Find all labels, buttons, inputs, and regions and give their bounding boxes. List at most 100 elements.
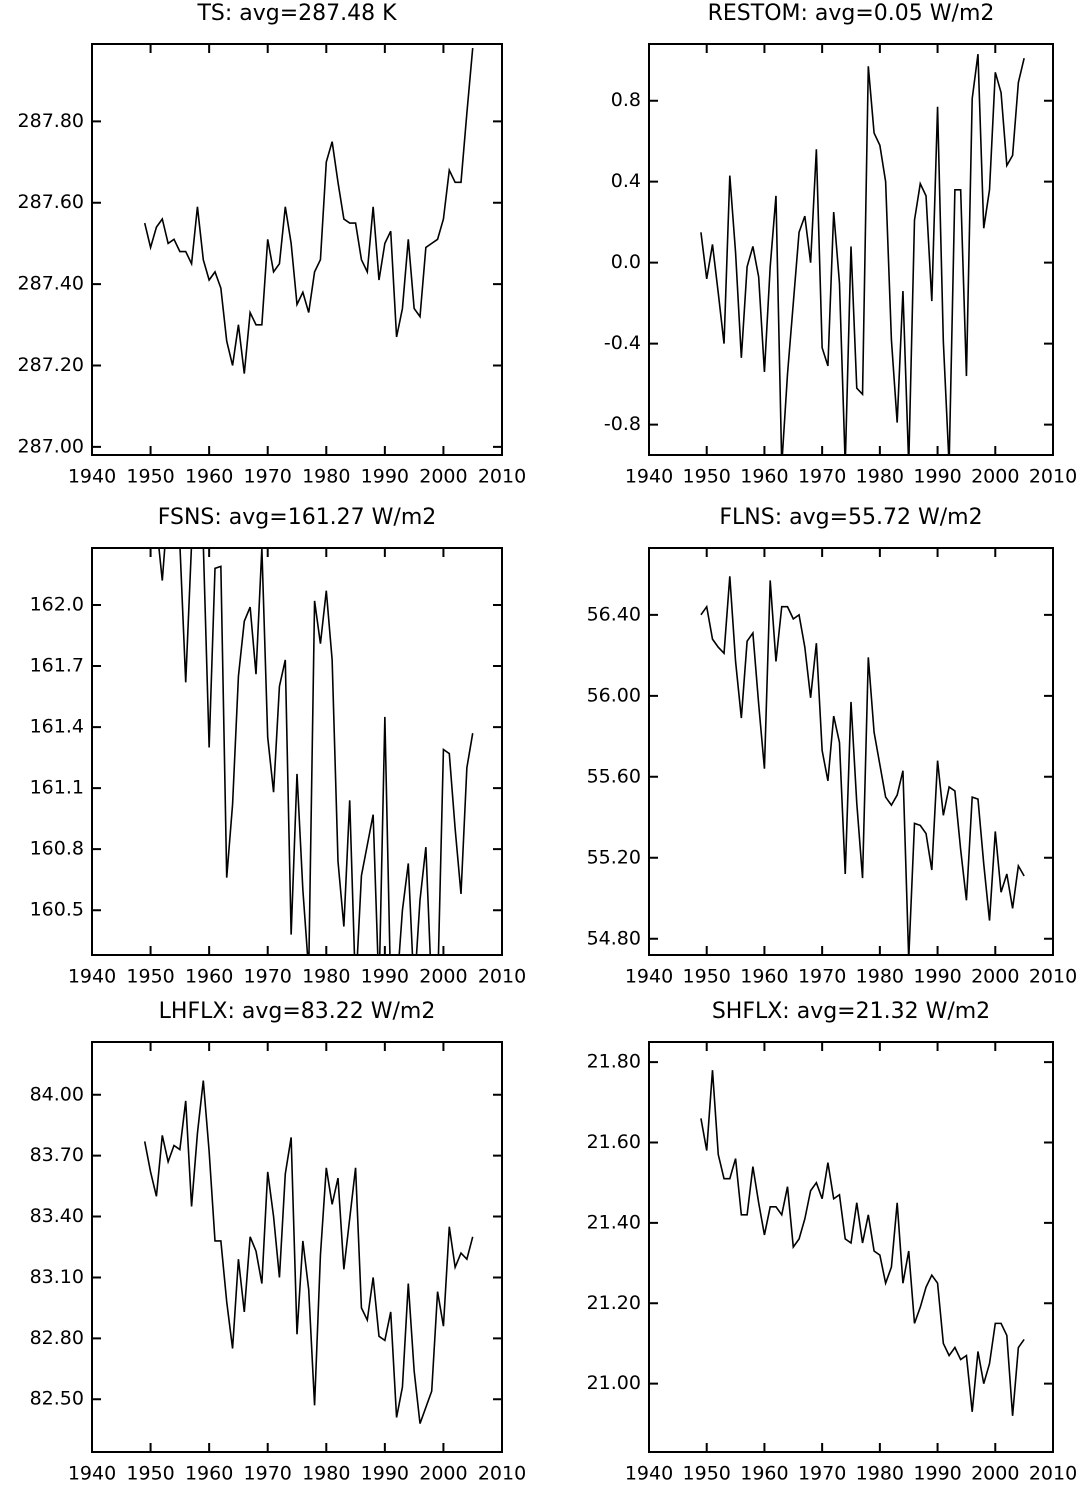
y-tick-label: 287.20: [18, 354, 84, 376]
panel: SHFLX: avg=21.32 W/m2 1940 1950 1960 1970 198…: [587, 999, 1078, 1485]
panel: TS: avg=287.48 K 1940 1950 1960 1970 1980 1990…: [18, 1, 527, 488]
y-tick-label: 21.80: [587, 1051, 641, 1073]
x-tick-label: 2000: [971, 966, 1019, 988]
x-tick-label: 2000: [419, 966, 467, 988]
y-tick-label: 21.20: [587, 1292, 641, 1314]
x-tick-label: 2010: [1029, 466, 1077, 488]
x-tick-label: 1940: [68, 966, 116, 988]
y-tick-label: 161.1: [30, 777, 84, 799]
y-tick-label: 83.70: [30, 1144, 84, 1166]
x-tick-label: 1980: [856, 466, 904, 488]
y-tick-label: 162.0: [30, 593, 84, 615]
y-tick-label: 84.00: [30, 1083, 84, 1105]
panel-title: TS: avg=287.48 K: [196, 1, 397, 26]
x-tick-label: 1970: [798, 466, 846, 488]
x-tick-label: 1980: [302, 466, 350, 488]
x-tick-label: 1950: [126, 466, 174, 488]
y-tick-label: 21.40: [587, 1211, 641, 1233]
x-tick-label: 1940: [625, 466, 673, 488]
panel: FLNS: avg=55.72 W/m2 1940 1950 1960 1970 1980…: [587, 505, 1078, 988]
y-tick-label: 83.10: [30, 1266, 84, 1288]
x-tick-label: 1990: [361, 466, 409, 488]
y-tick-label: 161.4: [30, 716, 84, 738]
y-tick-label: 0.8: [611, 89, 641, 111]
y-tick-label: 56.40: [587, 603, 641, 625]
y-tick-label: 287.00: [18, 435, 84, 457]
y-tick-label: 56.00: [587, 684, 641, 706]
data-line: [700, 1070, 1025, 1416]
x-tick-label: 1980: [302, 1463, 350, 1485]
y-tick-label: 55.20: [587, 846, 641, 868]
x-tick-label: 2010: [478, 466, 526, 488]
panel: LHFLX: avg=83.22 W/m2 1940 1950 1960 1970 198…: [30, 999, 527, 1485]
panel-title: FLNS: avg=55.72 W/m2: [719, 505, 982, 530]
plot-frame: [91, 43, 503, 456]
panel: FSNS: avg=161.27 W/m2 1940 1950 1960 1970 198…: [30, 505, 527, 988]
y-tick-label: 21.60: [587, 1131, 641, 1153]
y-tick-label: 83.40: [30, 1205, 84, 1227]
x-tick-label: 2010: [478, 1463, 526, 1485]
x-tick-label: 1970: [244, 966, 292, 988]
x-tick-label: 1940: [625, 1463, 673, 1485]
plot-frame: [91, 547, 503, 956]
x-tick-label: 1950: [683, 1463, 731, 1485]
y-tick-label: 82.50: [30, 1388, 84, 1410]
data-line: [158, 548, 474, 955]
y-tick-label: 287.40: [18, 273, 84, 295]
panel: RESTOM: avg=0.05 W/m2 1940 1950 1960 1970 198…: [604, 1, 1077, 488]
x-tick-label: 1950: [126, 1463, 174, 1485]
x-tick-label: 1940: [68, 466, 116, 488]
y-tick-label: 161.7: [30, 655, 84, 677]
x-tick-label: 1960: [185, 966, 233, 988]
x-tick-label: 1940: [68, 1463, 116, 1485]
plot-frame: [648, 1041, 1054, 1453]
x-tick-label: 1950: [126, 966, 174, 988]
data-line: [143, 47, 474, 374]
y-tick-label: 21.00: [587, 1372, 641, 1394]
y-tick-label: -0.8: [604, 413, 641, 435]
data-line: [700, 54, 1025, 455]
y-tick-label: -0.4: [604, 332, 641, 354]
y-tick-label: 160.8: [30, 838, 84, 860]
y-tick-label: 82.80: [30, 1327, 84, 1349]
x-tick-label: 2000: [419, 1463, 467, 1485]
x-tick-label: 1950: [683, 466, 731, 488]
x-tick-label: 2010: [1029, 1463, 1077, 1485]
y-tick-label: 287.60: [18, 191, 84, 213]
panel-title: FSNS: avg=161.27 W/m2: [158, 505, 437, 530]
x-tick-label: 1990: [361, 966, 409, 988]
x-tick-label: 1950: [683, 966, 731, 988]
x-tick-label: 1960: [185, 1463, 233, 1485]
x-tick-label: 1980: [302, 966, 350, 988]
x-tick-label: 1960: [185, 466, 233, 488]
x-tick-label: 1980: [856, 966, 904, 988]
x-tick-label: 1970: [244, 1463, 292, 1485]
x-tick-label: 2010: [1029, 966, 1077, 988]
plot-frame: [648, 547, 1054, 956]
x-tick-label: 2000: [971, 1463, 1019, 1485]
panel-title: SHFLX: avg=21.32 W/m2: [712, 999, 990, 1024]
y-tick-label: 0.0: [611, 251, 641, 273]
x-tick-label: 1990: [913, 1463, 961, 1485]
x-tick-label: 1940: [625, 966, 673, 988]
x-tick-label: 2000: [419, 466, 467, 488]
x-tick-label: 1970: [798, 966, 846, 988]
y-tick-label: 54.80: [587, 927, 641, 949]
y-tick-label: 160.5: [30, 899, 84, 921]
x-tick-label: 1960: [740, 966, 788, 988]
plot-frame: [648, 43, 1054, 456]
x-tick-label: 1990: [361, 1463, 409, 1485]
y-tick-label: 55.60: [587, 765, 641, 787]
x-tick-label: 1980: [856, 1463, 904, 1485]
x-tick-label: 1960: [740, 466, 788, 488]
panel-title: LHFLX: avg=83.22 W/m2: [159, 999, 436, 1024]
y-tick-label: 287.80: [18, 110, 84, 132]
x-tick-label: 1970: [798, 1463, 846, 1485]
plot-frame: [91, 1041, 503, 1453]
data-line: [143, 1080, 474, 1424]
panel-title: RESTOM: avg=0.05 W/m2: [708, 1, 995, 26]
x-tick-label: 1990: [913, 966, 961, 988]
data-line: [700, 576, 1025, 955]
x-tick-label: 2000: [971, 466, 1019, 488]
